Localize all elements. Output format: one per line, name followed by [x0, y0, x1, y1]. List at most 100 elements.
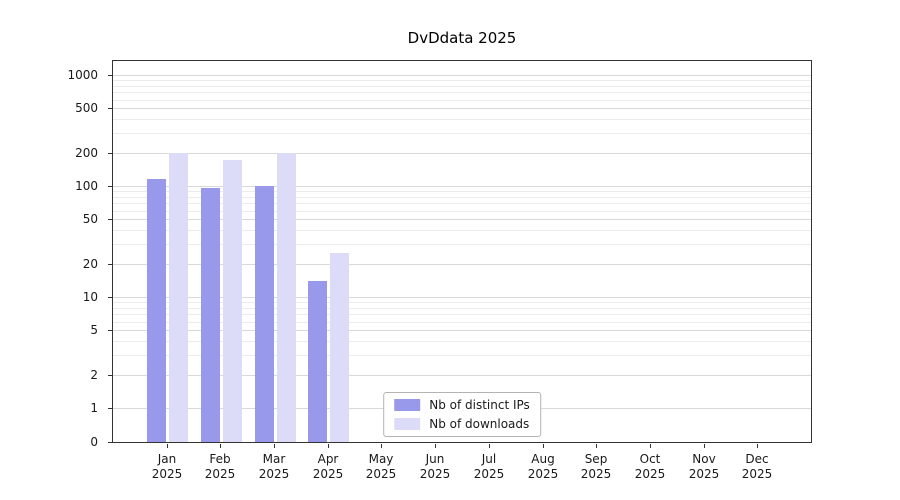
plot-inner — [113, 61, 811, 442]
legend-swatch-nb-of-distinct-ips — [394, 399, 421, 411]
x-tick-year-jan: 2025 — [151, 467, 183, 481]
x-tick-month-mar: Mar — [262, 452, 286, 466]
x-tick-year-feb: 2025 — [204, 467, 236, 481]
gridline-minor-400 — [113, 119, 811, 120]
x-tick-month-jun: Jun — [425, 452, 445, 466]
x-tick-mark-jan — [167, 444, 168, 448]
x-tick-month-aug: Aug — [531, 452, 555, 466]
x-tick-month-sep: Sep — [584, 452, 608, 466]
x-tick-month-feb: Feb — [209, 452, 231, 466]
x-tick-mark-mar — [274, 444, 275, 448]
x-tick-year-nov: 2025 — [688, 467, 720, 481]
x-tick-year-jun: 2025 — [419, 467, 451, 481]
y-axis: 0 1 2 5 10 20 50 100 200 500 1000 — [0, 60, 112, 449]
bar-nb-of-distinct-ips-mar — [255, 186, 274, 442]
gridline-minor-4 — [113, 341, 811, 342]
x-tick-year-sep: 2025 — [580, 467, 612, 481]
gridline-minor-80 — [113, 197, 811, 198]
y-tick-mark-10 — [108, 297, 112, 298]
gridline-minor-300 — [113, 133, 811, 134]
legend-swatch-nb-of-downloads — [394, 418, 421, 430]
y-tick-label-5: 5 — [90, 323, 98, 337]
x-tick-label-aug: Aug 2025 — [511, 452, 575, 482]
y-tick-mark-0 — [108, 442, 112, 443]
gridline-5 — [113, 330, 811, 331]
x-tick-label-nov: Nov 2025 — [672, 452, 736, 482]
y-tick-label-1: 1 — [90, 401, 98, 415]
x-tick-label-sep: Sep 2025 — [564, 452, 628, 482]
gridline-minor-3 — [113, 355, 811, 356]
x-tick-mark-jun — [435, 444, 436, 448]
gridline-minor-6 — [113, 322, 811, 323]
gridline-1000 — [113, 75, 811, 76]
x-tick-month-jan: Jan — [157, 452, 177, 466]
y-tick-label-10: 10 — [82, 290, 98, 304]
bar-nb-of-downloads-apr — [330, 253, 349, 442]
x-tick-mark-apr — [328, 444, 329, 448]
y-tick-label-200: 200 — [75, 146, 98, 160]
y-tick-label-20: 20 — [82, 257, 98, 271]
x-tick-label-may: May 2025 — [349, 452, 413, 482]
x-tick-month-may: May — [368, 452, 394, 466]
chart-title: DvDdata 2025 — [407, 29, 517, 47]
y-tick-label-500: 500 — [75, 101, 98, 115]
gridline-2 — [113, 375, 811, 376]
gridline-minor-40 — [113, 230, 811, 231]
y-tick-label-0: 0 — [90, 435, 98, 449]
gridline-minor-9 — [113, 302, 811, 303]
gridline-minor-30 — [113, 244, 811, 245]
gridline-minor-70 — [113, 203, 811, 204]
x-tick-label-jul: Jul 2025 — [457, 452, 521, 482]
x-tick-month-jul: Jul — [481, 452, 497, 466]
x-tick-mark-nov — [704, 444, 705, 448]
gridline-minor-800 — [113, 86, 811, 87]
y-tick-mark-1000 — [108, 75, 112, 76]
x-tick-year-aug: 2025 — [527, 467, 559, 481]
x-tick-month-dec: Dec — [745, 452, 769, 466]
y-tick-mark-2 — [108, 375, 112, 376]
gridline-50 — [113, 219, 811, 220]
x-tick-month-nov: Nov — [692, 452, 716, 466]
y-tick-label-1000: 1000 — [67, 68, 98, 82]
x-tick-label-apr: Apr 2025 — [296, 452, 360, 482]
x-tick-mark-sep — [596, 444, 597, 448]
x-tick-year-apr: 2025 — [312, 467, 344, 481]
x-tick-mark-jul — [489, 444, 490, 448]
gridline-minor-90 — [113, 191, 811, 192]
y-tick-mark-500 — [108, 108, 112, 109]
x-tick-year-dec: 2025 — [741, 467, 773, 481]
x-tick-label-oct: Oct 2025 — [618, 452, 682, 482]
gridline-minor-8 — [113, 308, 811, 309]
x-tick-label-mar: Mar 2025 — [242, 452, 306, 482]
x-tick-month-oct: Oct — [639, 452, 661, 466]
y-tick-label-50: 50 — [82, 212, 98, 226]
gridline-10 — [113, 297, 811, 298]
x-axis: Jan 2025 Feb 2025 Mar 2025 Apr 2025 May 2025 Jun 20… — [112, 443, 812, 495]
x-tick-label-jan: Jan 2025 — [135, 452, 199, 482]
bar-nb-of-distinct-ips-apr — [308, 281, 327, 442]
x-tick-mark-oct — [650, 444, 651, 448]
x-tick-label-feb: Feb 2025 — [188, 452, 252, 482]
y-tick-mark-20 — [108, 264, 112, 265]
gridline-200 — [113, 153, 811, 154]
x-tick-year-mar: 2025 — [258, 467, 290, 481]
y-tick-mark-200 — [108, 153, 112, 154]
y-tick-mark-5 — [108, 330, 112, 331]
gridline-20 — [113, 264, 811, 265]
x-tick-mark-feb — [220, 444, 221, 448]
x-tick-year-jul: 2025 — [473, 467, 505, 481]
bar-nb-of-downloads-jan — [169, 153, 188, 442]
x-tick-label-dec: Dec 2025 — [725, 452, 789, 482]
legend-item-nb-of-distinct-ips: Nb of distinct IPs — [394, 398, 530, 412]
y-tick-label-2: 2 — [90, 368, 98, 382]
gridline-minor-60 — [113, 211, 811, 212]
gridline-100 — [113, 186, 811, 187]
x-tick-month-apr: Apr — [317, 452, 339, 466]
gridline-minor-600 — [113, 100, 811, 101]
bar-nb-of-distinct-ips-jan — [147, 179, 166, 442]
gridline-minor-700 — [113, 92, 811, 93]
y-tick-mark-50 — [108, 219, 112, 220]
legend-label-nb-of-distinct-ips: Nb of distinct IPs — [429, 398, 530, 412]
legend-item-nb-of-downloads: Nb of downloads — [394, 417, 530, 431]
